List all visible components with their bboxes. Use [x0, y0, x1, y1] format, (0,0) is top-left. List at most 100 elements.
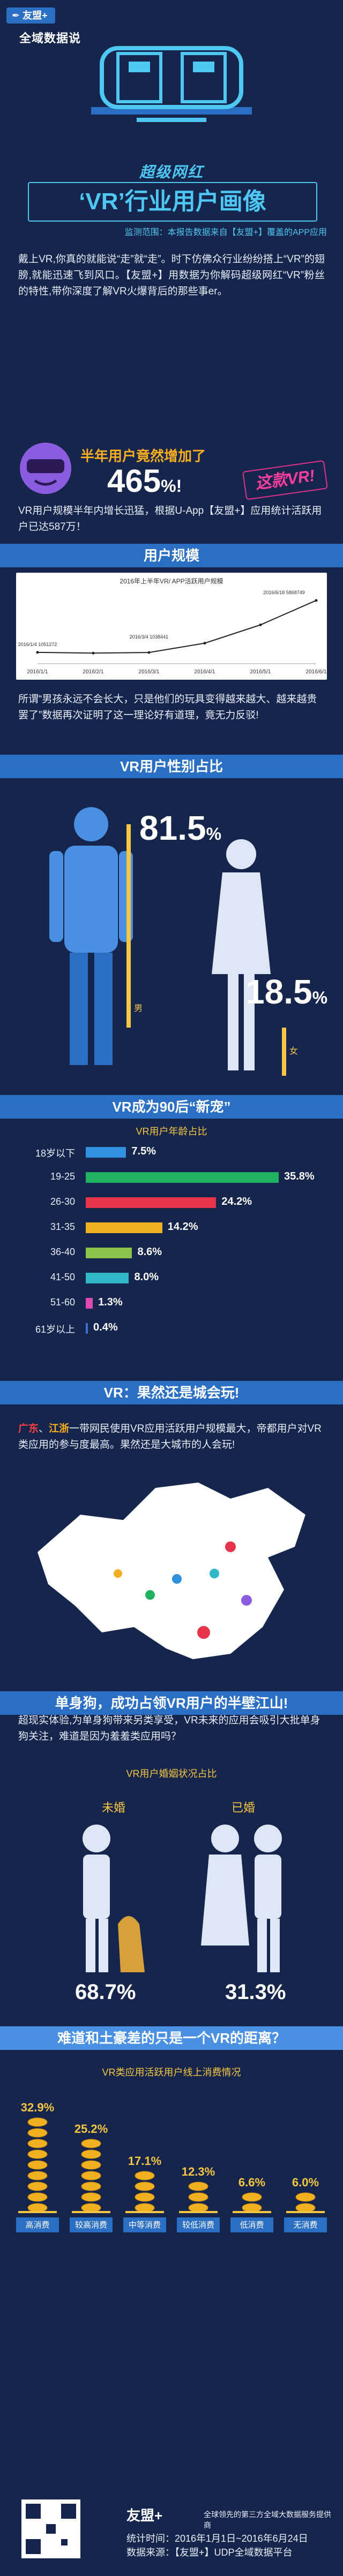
marriage-subtitle: VR用户婚姻状况占比: [126, 1768, 217, 1779]
marriage-intro: 超现实体验,为单身狗带来另类享受，VR未来的应用会吸引大批单身狗关注，难道是因为…: [18, 1715, 320, 1742]
consume-bar-base: [179, 2211, 218, 2213]
consume-coin: [295, 2203, 316, 2213]
consume-value-label: 32.9%: [21, 2101, 54, 2114]
growth-label: 半年用户竟然增加了: [80, 448, 206, 464]
scope-note: 监测范围：本报告数据来自【友盟+】覆盖的APP应用: [124, 228, 327, 237]
age-category-label: 26-30: [50, 1196, 75, 1207]
consume-coin: [135, 2171, 155, 2180]
male-figure-icon: [49, 807, 133, 1065]
scale-text: 所谓“男孩永远不会长大，只是他们的玩具变得越来越大、越来越贵罢了”数据再次证明了…: [18, 694, 317, 721]
line-annotation: 2016/1/4 1051272: [18, 642, 57, 647]
section-scale-banner: 用户规模: [0, 544, 343, 567]
age-value-label: 35.8%: [284, 1171, 315, 1182]
age-category-label: 36-40: [50, 1247, 75, 1257]
consume-coin: [81, 2139, 101, 2148]
line-chart-svg: 2016年上半年VR/ APP活跃用户规模 2016/1/1 2016/2/1 201…: [18, 577, 327, 675]
x-tick-label: 2016/5/1: [250, 669, 271, 675]
age-value-label: 8.6%: [137, 1246, 162, 1258]
consume-bar-base: [125, 2211, 164, 2213]
x-tick-label: 2016/6/1: [306, 669, 327, 675]
qr-code-icon: [26, 2504, 76, 2554]
consume-category-chip: [230, 2217, 273, 2232]
age-bar: [86, 1147, 126, 1158]
hero-slogan: 超级网红: [139, 164, 204, 180]
age-value-label: 7.5%: [131, 1145, 156, 1157]
age-category-label: 31-35: [50, 1221, 75, 1232]
line-annotation: 2016/3/4 1038441: [130, 634, 169, 640]
section-city-banner: VR：果然还是城会玩!: [0, 1381, 343, 1404]
qr-code: [21, 2499, 80, 2558]
age-bar: [86, 1298, 93, 1309]
male-percentage: 81.5%: [139, 808, 221, 848]
consume-coin: [135, 2203, 155, 2213]
x-tick-label: 2016/1/1: [27, 669, 48, 675]
consume-category-chip: [284, 2217, 327, 2232]
growth-unit: %!: [161, 476, 182, 496]
age-category-label: 18岁以下: [35, 1148, 75, 1159]
consume-category-label: 较高消费: [75, 2220, 107, 2230]
growth-number: 465: [107, 463, 161, 499]
married-label: 已婚: [232, 1801, 256, 1814]
female-value: 18.5: [245, 972, 312, 1011]
consume-category-chip: [177, 2217, 220, 2232]
consume-coin: [188, 2192, 208, 2202]
age-chart: 18岁以下 7.5% 19-25 35.8% 26-30 24.2% 31-35 14.2% 3…: [16, 1143, 327, 1351]
consume-coin: [81, 2149, 101, 2159]
consume-category-label: 中等消费: [129, 2220, 161, 2230]
line-chart-title: 2016年上半年VR/ APP活跃用户规模: [120, 577, 223, 585]
age-category-label: 61岁以上: [35, 1324, 75, 1335]
consume-coin: [27, 2171, 48, 2180]
line-point: [315, 599, 318, 602]
consume-category-label: 较低消费: [182, 2220, 214, 2230]
china-map-icon: [38, 1483, 305, 1659]
line-point: [259, 624, 262, 627]
female-tag: 女: [289, 1047, 299, 1056]
consume-value-label: 25.2%: [74, 2122, 108, 2136]
consume-coin: [135, 2192, 155, 2202]
male-bar: [126, 824, 131, 1028]
age-bar: [86, 1222, 162, 1233]
age-value-label: 8.0%: [134, 1271, 159, 1283]
line-point: [147, 651, 151, 654]
consume-coin: [242, 2203, 262, 2213]
age-bar: [86, 1273, 129, 1283]
single-value: 68.7%: [75, 1980, 136, 2004]
age-category-label: 19-25: [50, 1171, 75, 1182]
line-point: [203, 642, 206, 645]
x-tick-label: 2016/4/1: [195, 669, 215, 675]
x-tick-label: 2016/3/1: [139, 669, 160, 675]
consume-coin: [27, 2182, 48, 2191]
couple-icon: [201, 1825, 282, 1972]
age-bar: [86, 1323, 88, 1334]
age-value-label: 14.2%: [167, 1221, 198, 1233]
section-consume-banner: 难道和土豪差的只是一个VR的距离？: [0, 2026, 343, 2050]
growth-text: VR用户规模半年内增长迅猛，根据U-App【友盟+】应用统计活跃用户已达587万…: [18, 505, 322, 533]
consume-coin: [81, 2171, 101, 2180]
consume-category-chip: [123, 2217, 166, 2232]
consume-category-chip: [70, 2217, 113, 2232]
section-marriage-banner: 单身狗，成功占领VR用户的半壁江山!: [0, 1691, 343, 1715]
age-subtitle: VR用户年龄占比: [136, 1126, 207, 1137]
brand-subtitle: 全域数据说: [19, 32, 81, 45]
consume-coin: [188, 2203, 208, 2213]
consume-coin: [135, 2182, 155, 2191]
consume-subtitle: VR类应用活跃用户线上消费情况: [102, 2067, 241, 2078]
single-label: 未婚: [102, 1801, 126, 1814]
female-unit: %: [312, 988, 328, 1007]
male-tag: 男: [134, 1004, 143, 1013]
footer-brand: 友盟+: [126, 2507, 163, 2524]
age-value-label: 1.3%: [98, 1296, 123, 1308]
city-sep: 、: [39, 1423, 49, 1434]
married-value: 31.3%: [225, 1980, 286, 2004]
intro-text: 戴上VR,你真的就能说“走”就“走”。时下仿佛众行业纷纷搭上“VR”的翅膀,就能…: [18, 254, 325, 297]
female-figure-icon: [212, 839, 271, 1070]
section-gender-banner: VR用户性别占比: [0, 755, 343, 778]
consume-category-label: 高消费: [25, 2221, 49, 2230]
consume-coin: [27, 2192, 48, 2202]
vr-face-icon: [20, 443, 71, 494]
line-series: [37, 599, 317, 654]
line-point: [36, 651, 39, 654]
single-person-icon: [83, 1825, 145, 1972]
city-text: 广东、江浙一带网民使用VR应用活跃用户规模最大，帝都用户对VR类应用的参与度最高…: [18, 1421, 325, 1453]
footer-stats: 统计时间：2016年1月1日~2016年6月24日 数据来源：【友盟+】UDP全…: [126, 2532, 330, 2559]
